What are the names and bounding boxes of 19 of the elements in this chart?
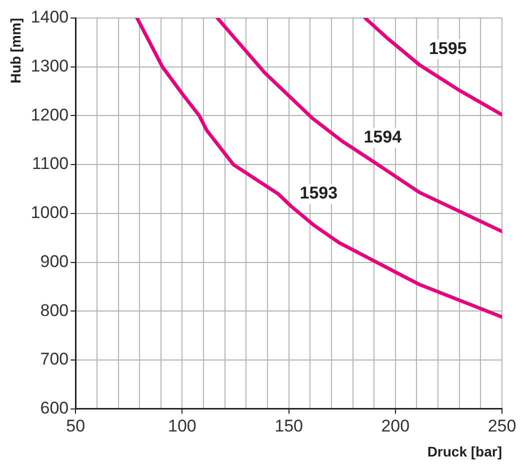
- y-tick-label: 1400: [30, 8, 69, 27]
- y-tick-label: 1100: [32, 154, 69, 174]
- y-tick-label: 1300: [30, 56, 69, 76]
- y-tick-label: 900: [40, 252, 69, 271]
- y-axis-title: Hub [mm]: [7, 18, 24, 84]
- x-tick-label: 100: [168, 416, 196, 436]
- y-tick-label: 800: [40, 300, 69, 320]
- annotation: 1593: [300, 184, 338, 203]
- x-tick-label: 250: [488, 416, 516, 436]
- y-tick-label: 1000: [30, 203, 69, 222]
- x-tick-label: 200: [381, 416, 410, 436]
- y-tick-label: 700: [40, 350, 69, 369]
- y-tick-label: 600: [40, 398, 69, 418]
- annotation: 1595: [428, 38, 467, 58]
- y-tick-label: 1200: [30, 105, 69, 124]
- x-tick-label: 150: [274, 416, 303, 436]
- x-tick-label: 50: [66, 416, 86, 436]
- x-axis-title: Druck [bar]: [427, 443, 502, 460]
- annotation: 1594: [364, 127, 402, 146]
